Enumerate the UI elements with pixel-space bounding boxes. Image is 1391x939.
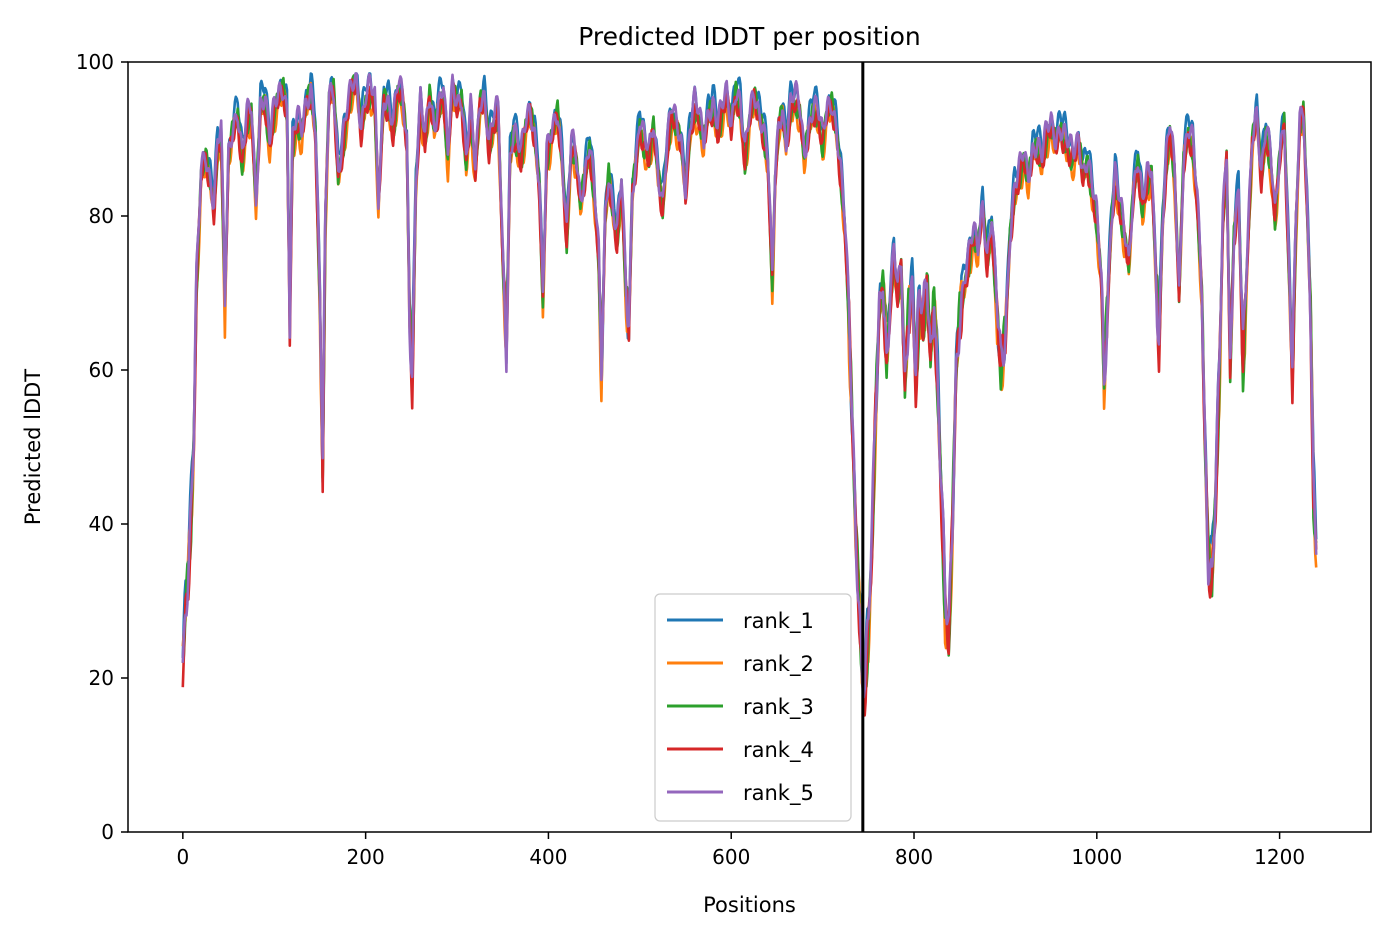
legend-label-rank-2: rank_2 — [743, 652, 814, 677]
y-axis-ticks: 0 20 40 60 80 100 — [76, 50, 128, 844]
legend-label-rank-1: rank_1 — [743, 609, 814, 634]
x-axis-label: Positions — [703, 893, 796, 917]
y-tick-label: 20 — [89, 666, 114, 690]
y-axis-label: Predicted lDDT — [21, 369, 45, 525]
y-tick-label: 0 — [101, 820, 114, 844]
legend: rank_1 rank_2 rank_3 rank_4 rank_5 — [654, 593, 852, 822]
chart-title: Predicted lDDT per position — [578, 22, 920, 51]
legend-label-rank-3: rank_3 — [743, 695, 814, 720]
x-axis-ticks: 0 200 400 600 800 1000 1200 — [176, 832, 1305, 869]
legend-label-rank-4: rank_4 — [743, 738, 814, 763]
x-tick-label: 0 — [176, 845, 189, 869]
series-line-rank-5 — [181, 72, 1318, 699]
legend-box — [654, 593, 852, 822]
legend-label-rank-5: rank_5 — [743, 781, 814, 806]
x-tick-label: 800 — [895, 845, 933, 869]
x-tick-label: 200 — [347, 845, 385, 869]
x-tick-label: 1000 — [1071, 845, 1122, 869]
y-tick-label: 40 — [89, 512, 114, 536]
x-tick-label: 400 — [529, 845, 567, 869]
plot-area-frame — [127, 61, 1372, 833]
y-tick-label: 100 — [76, 50, 114, 74]
x-tick-label: 1200 — [1254, 845, 1305, 869]
y-tick-label: 60 — [89, 358, 114, 382]
y-tick-label: 80 — [89, 204, 114, 228]
series-lines — [181, 72, 1318, 717]
x-tick-label: 600 — [712, 845, 750, 869]
